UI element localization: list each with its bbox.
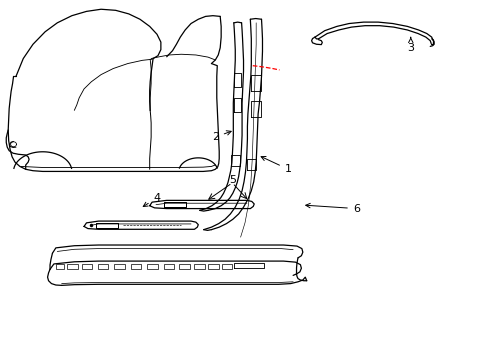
Text: 1: 1 (261, 157, 291, 174)
Bar (179, 264, 189, 269)
Bar (147, 264, 158, 269)
Text: 5: 5 (228, 175, 235, 185)
Bar (207, 264, 218, 269)
Bar (221, 264, 232, 269)
Bar (114, 264, 124, 269)
Bar (81, 264, 92, 269)
Text: 4: 4 (143, 193, 160, 207)
Bar (98, 264, 108, 269)
Bar (67, 264, 78, 269)
Text: 3: 3 (407, 37, 413, 53)
Bar (56, 264, 63, 269)
Bar (163, 264, 174, 269)
Text: 6: 6 (305, 203, 359, 213)
Text: 2: 2 (211, 131, 231, 142)
Bar (194, 264, 204, 269)
Bar (130, 264, 141, 269)
